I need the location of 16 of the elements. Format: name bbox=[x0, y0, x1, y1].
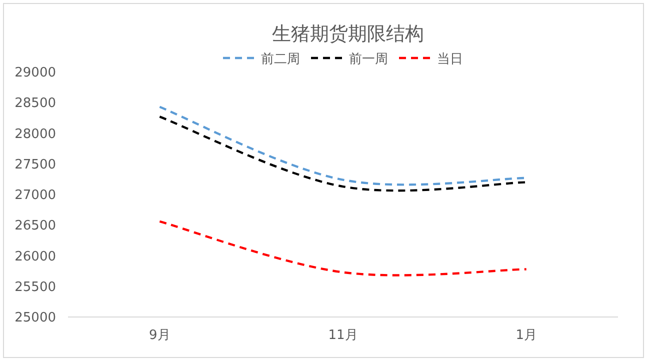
y-tick-label: 26000 bbox=[14, 249, 56, 264]
x-tick-label: 11月 bbox=[328, 328, 358, 343]
y-tick-label: 28500 bbox=[14, 96, 56, 112]
y-tick-label: 27500 bbox=[14, 157, 56, 172]
legend-label: 前一周 bbox=[349, 52, 388, 67]
x-tick-label: 9月 bbox=[149, 328, 170, 343]
y-tick-label: 25500 bbox=[14, 280, 56, 295]
y-tick-label: 28000 bbox=[14, 126, 56, 142]
legend-label: 前二周 bbox=[261, 52, 300, 67]
x-tick-label: 1月 bbox=[516, 328, 537, 343]
chart-title: 生猪期货期限结构 bbox=[272, 23, 424, 45]
y-tick-label: 25000 bbox=[14, 310, 56, 326]
y-tick-label: 26500 bbox=[14, 218, 56, 234]
y-tick-label: 27000 bbox=[14, 188, 56, 203]
y-tick-label: 29000 bbox=[14, 66, 56, 80]
legend-label: 当日 bbox=[437, 52, 463, 67]
